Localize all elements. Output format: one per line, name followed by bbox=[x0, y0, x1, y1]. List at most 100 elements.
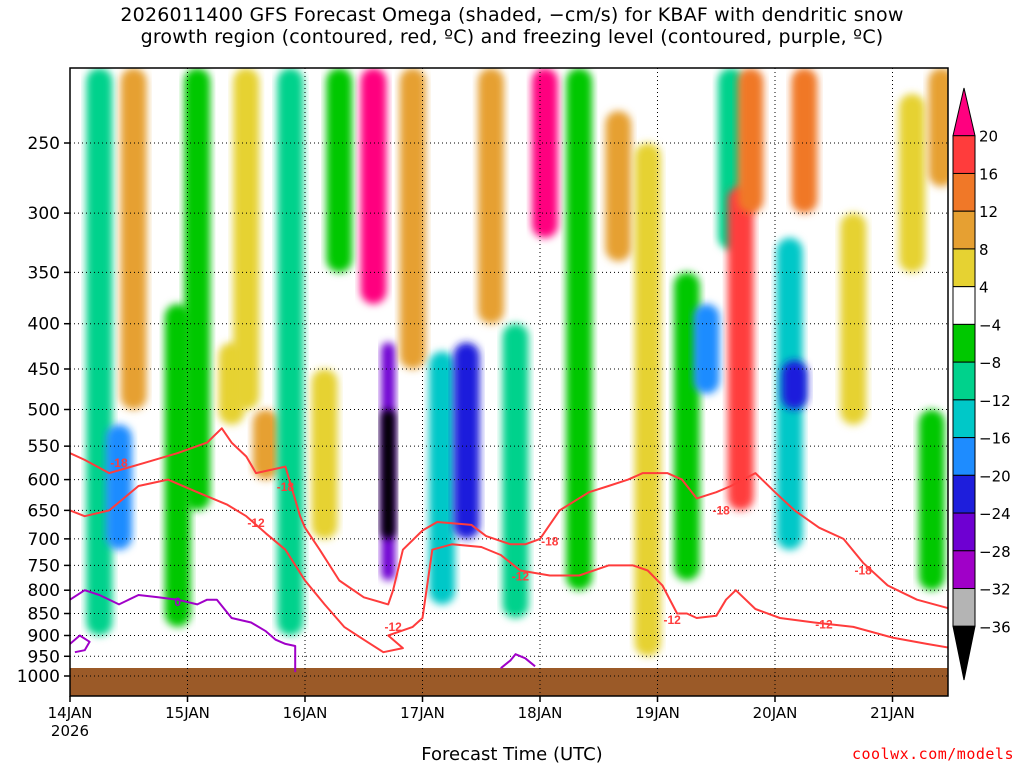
contour-label: -12 bbox=[247, 516, 265, 530]
x-tick-label: 17JAN bbox=[400, 704, 445, 722]
chart-title-line1: 2026011400 GFS Forecast Omega (shaded, −… bbox=[120, 4, 904, 26]
credit-link[interactable]: coolwx.com/models bbox=[851, 745, 1014, 763]
colorbar: 20 16 12 8 4 −4 −8 −12 −16 −20 −24 −28 −32 −36 bbox=[952, 87, 1011, 681]
y-tick-label: 800 bbox=[28, 581, 60, 601]
colorbar-cell bbox=[952, 399, 976, 439]
y-tick-label: 900 bbox=[28, 626, 60, 646]
colorbar-label: 12 bbox=[979, 203, 998, 221]
contour-freezing bbox=[70, 589, 297, 673]
colorbar-label: −20 bbox=[979, 467, 1011, 485]
omega-cell bbox=[781, 360, 808, 410]
colorbar-label: 16 bbox=[979, 165, 998, 183]
contour-label: -12 bbox=[664, 613, 682, 627]
y-tick-label: 400 bbox=[28, 315, 60, 335]
contour-label: -12 bbox=[815, 618, 833, 632]
colorbar-label: −36 bbox=[979, 618, 1011, 636]
contour-label: -18 bbox=[541, 535, 559, 549]
colorbar-cell bbox=[952, 210, 976, 250]
y-tick-label: 550 bbox=[28, 437, 60, 457]
y-tick-label: 300 bbox=[28, 204, 60, 224]
colorbar-label: 20 bbox=[979, 128, 998, 146]
contour-dgz bbox=[70, 478, 948, 654]
x-tick-label: 20JAN bbox=[753, 704, 798, 722]
omega-cell bbox=[928, 68, 948, 187]
y-tick-label: 950 bbox=[28, 647, 60, 667]
contour-label: 0 bbox=[174, 595, 181, 609]
contour-label: -18 bbox=[110, 456, 128, 470]
omega-cell bbox=[184, 68, 211, 511]
x-tick-sublabel: 2026 bbox=[51, 722, 89, 740]
omega-cell bbox=[531, 68, 558, 238]
y-tick-label: 600 bbox=[28, 471, 60, 491]
contour-freezing bbox=[500, 653, 536, 669]
colorbar-label: −16 bbox=[979, 430, 1011, 448]
omega-cell bbox=[429, 351, 456, 605]
contour-lines bbox=[70, 427, 948, 673]
x-tick-label: 19JAN bbox=[635, 704, 680, 722]
contour-label: -18 bbox=[712, 503, 730, 517]
omega-cell bbox=[252, 409, 279, 480]
colorbar-cell bbox=[952, 172, 976, 212]
colorbar-label: −8 bbox=[979, 354, 1001, 372]
omega-chart: -18 -18 -12 -12 -18 -12 -18 -18 -12 -12 0 250 300 35… bbox=[17, 67, 1011, 740]
omega-cell bbox=[840, 213, 867, 425]
contour-label: -18 bbox=[854, 563, 872, 577]
colorbar-label: −4 bbox=[979, 316, 1001, 334]
chart-title-line2: growth region (contoured, red, ºC) and f… bbox=[140, 26, 884, 48]
colorbar-label: 4 bbox=[979, 279, 989, 297]
colorbar-cell bbox=[952, 512, 976, 552]
y-tick-label: 250 bbox=[28, 134, 60, 154]
y-tick-label: 650 bbox=[28, 501, 60, 521]
colorbar-label: −28 bbox=[979, 543, 1011, 561]
colorbar-label: 8 bbox=[979, 241, 989, 259]
contour-labels: -18 -18 -12 -12 -18 -12 -18 -18 -12 -12 0 bbox=[110, 456, 872, 634]
colorbar-cell bbox=[952, 550, 976, 590]
chart-title: 2026011400 GFS Forecast Omega (shaded, −… bbox=[0, 4, 1024, 48]
x-tick-label: 15JAN bbox=[165, 704, 210, 722]
y-tick-label: 1000 bbox=[17, 667, 60, 687]
omega-cell bbox=[381, 409, 396, 539]
y-tick-label: 500 bbox=[28, 401, 60, 421]
omega-cell bbox=[566, 68, 593, 591]
x-tick-label: 18JAN bbox=[518, 704, 563, 722]
omega-cell bbox=[737, 68, 764, 214]
omega-cell bbox=[673, 272, 700, 581]
colorbar-cell bbox=[952, 437, 976, 476]
omega-cell bbox=[478, 68, 505, 324]
colorbar-cell bbox=[952, 286, 976, 325]
omega-cell bbox=[360, 68, 387, 304]
plot-frame bbox=[69, 67, 949, 697]
omega-cell bbox=[277, 68, 304, 636]
x-tick-label: 14JAN bbox=[48, 704, 93, 722]
omega-cell bbox=[86, 68, 113, 636]
y-tick-label: 850 bbox=[28, 605, 60, 625]
colorbar-label: −32 bbox=[979, 581, 1011, 599]
omega-cell bbox=[634, 143, 661, 657]
omega-cell bbox=[918, 409, 945, 591]
omega-cell bbox=[164, 303, 191, 627]
omega-cell bbox=[899, 93, 926, 273]
colorbar-label: −12 bbox=[979, 392, 1011, 410]
omega-cell bbox=[605, 110, 632, 262]
y-tick-label: 750 bbox=[28, 556, 60, 576]
omega-cell bbox=[399, 68, 426, 369]
omega-cell bbox=[693, 303, 720, 394]
ground-surface bbox=[70, 668, 948, 696]
y-tick-label: 350 bbox=[28, 263, 60, 283]
omega-cell bbox=[120, 68, 147, 410]
omega-cell bbox=[233, 68, 260, 410]
colorbar-cell bbox=[952, 248, 976, 288]
y-tick-label: 450 bbox=[28, 360, 60, 380]
omega-cell bbox=[105, 424, 132, 550]
omega-cell bbox=[326, 68, 353, 273]
x-tick-label: 21JAN bbox=[870, 704, 915, 722]
contour-label: -12 bbox=[384, 620, 402, 634]
omega-cell bbox=[727, 186, 754, 511]
colorbar-label: −24 bbox=[979, 505, 1011, 523]
contour-freezing bbox=[70, 634, 91, 654]
omega-cell bbox=[453, 342, 480, 539]
contour-label: -18 bbox=[277, 480, 295, 494]
y-axis: 2503003504004505005506006507007508008509… bbox=[17, 134, 70, 687]
y-tick-label: 700 bbox=[28, 530, 60, 550]
